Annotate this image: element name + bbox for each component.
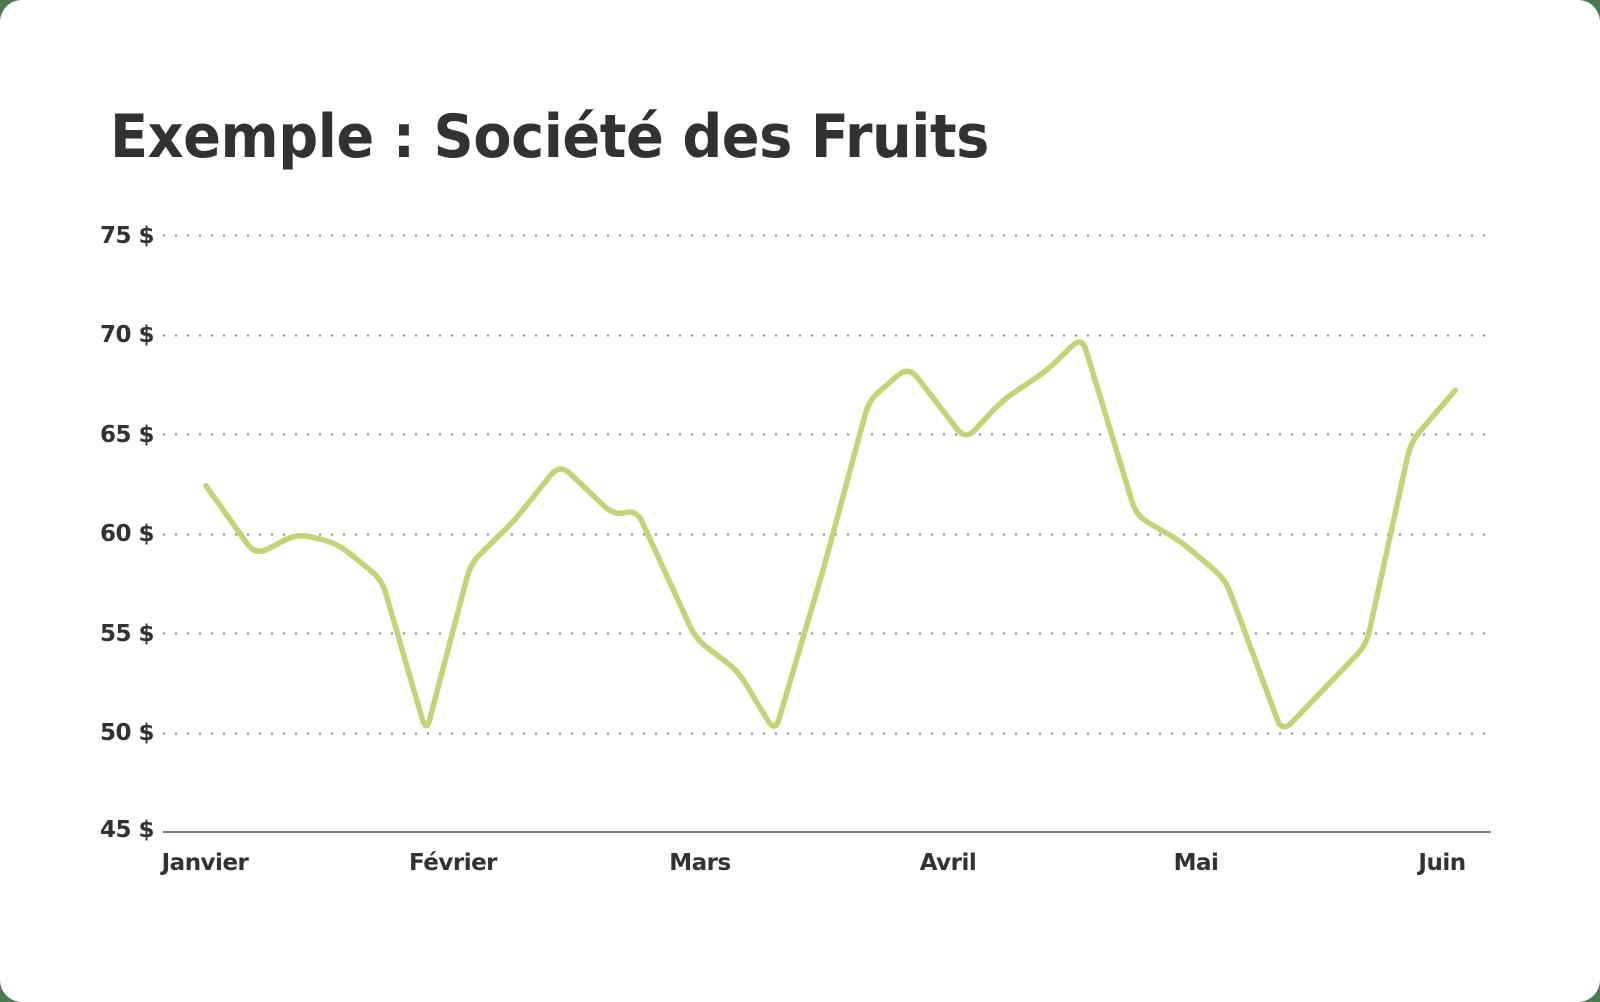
y-tick-label: 45 $ [99,817,155,843]
y-tick-label: 70 $ [99,322,155,348]
y-tick-label: 60 $ [99,521,155,547]
x-tick-label: Mai [1173,850,1219,876]
y-tick-label: 65 $ [99,422,155,448]
x-tick-label: Février [408,850,498,876]
price-line [203,339,1459,730]
y-tick-label: 75 $ [99,223,155,249]
x-tick-label: Mars [669,850,731,876]
y-tick-label: 50 $ [99,720,155,746]
x-tick-label: Avril [919,850,977,876]
y-tick-label: 55 $ [99,621,155,647]
x-tick-label: Juin [1418,850,1466,876]
gridlines [163,234,1491,735]
x-tick-label: Janvier [161,850,249,876]
chart-title: Exemple : Société des Fruits [110,102,989,172]
